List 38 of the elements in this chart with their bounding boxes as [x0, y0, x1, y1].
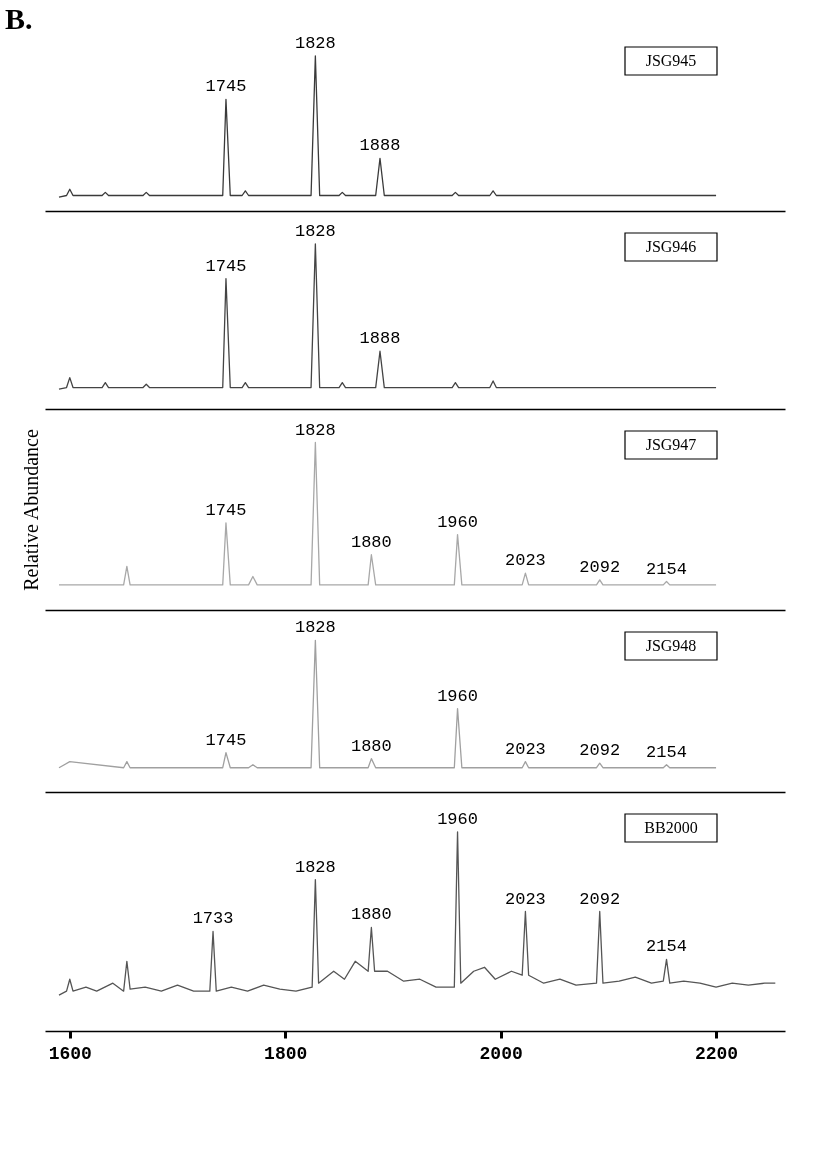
annotation: 1745 — [205, 256, 247, 276]
annotation: 2092 — [579, 889, 621, 909]
annotation: 1828 — [294, 618, 336, 638]
text: JSG947 — [645, 436, 697, 453]
annotation: 2154 — [646, 742, 687, 762]
annotation: 1828 — [294, 420, 336, 440]
annotation: 1745 — [205, 730, 247, 750]
text: JSG945 — [645, 52, 697, 69]
chart-title: B. — [5, 2, 33, 35]
annotation: 2092 — [579, 557, 621, 577]
annotation: 1960 — [437, 809, 478, 829]
x-tick-label: 2000 — [479, 1043, 523, 1064]
annotation: 2023 — [505, 889, 546, 909]
x-tick-label: 1800 — [264, 1043, 308, 1064]
annotation: 2154 — [646, 559, 687, 579]
annotation: 1745 — [205, 77, 247, 97]
annotation: 1888 — [359, 136, 401, 156]
annotation: 1828 — [294, 857, 336, 877]
text: BB2000 — [644, 819, 698, 836]
annotation: 1745 — [205, 500, 247, 520]
annotation: 1733 — [192, 909, 234, 929]
annotation: 1880 — [350, 905, 392, 925]
y-axis-title: Relative Abundance — [19, 429, 42, 591]
annotation: 1828 — [294, 34, 336, 53]
annotation: 1828 — [294, 222, 336, 241]
x-tick-label: 2200 — [694, 1043, 739, 1064]
annotation: 1960 — [437, 686, 478, 706]
annotation: 2092 — [579, 741, 621, 761]
annotation: 2023 — [505, 739, 546, 759]
annotation: 1960 — [437, 512, 478, 532]
annotation: 2023 — [505, 551, 546, 571]
x-tick-label: 1600 — [48, 1043, 92, 1064]
text: JSG946 — [645, 238, 697, 255]
annotation: 2154 — [646, 937, 687, 957]
text: JSG948 — [645, 637, 697, 654]
annotation: 1888 — [359, 329, 401, 349]
annotation: 1880 — [350, 532, 392, 552]
annotation: 1880 — [350, 736, 392, 756]
